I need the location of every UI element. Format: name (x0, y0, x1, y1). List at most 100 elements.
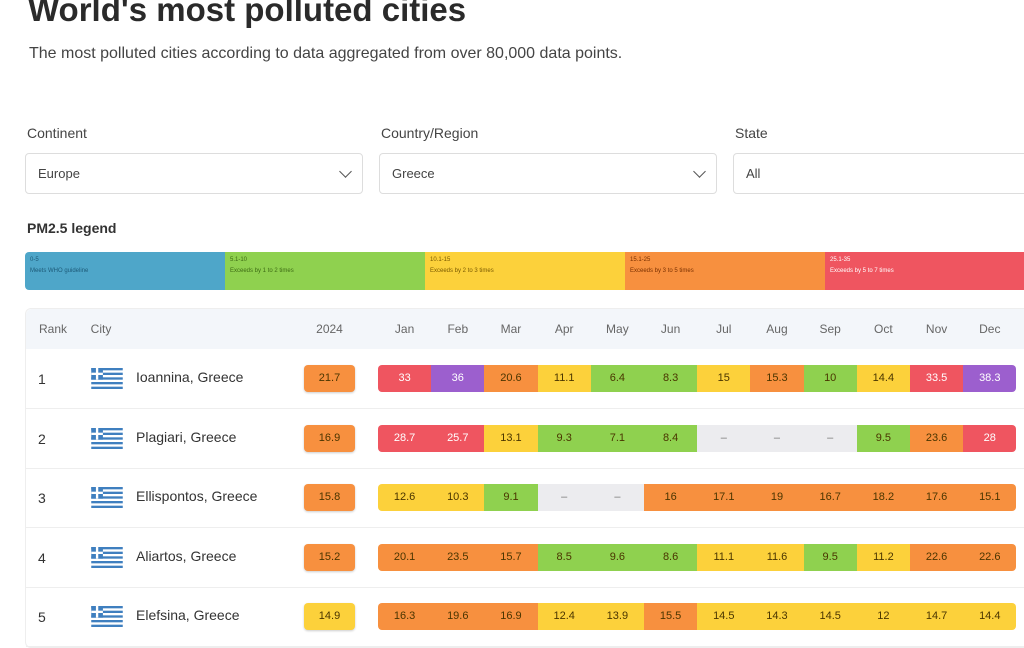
month-cell: 18.2 (856, 484, 910, 511)
header-month-aug[interactable]: Aug (766, 322, 788, 336)
month-cell: 12 (856, 603, 910, 630)
month-cell: 17.1 (697, 484, 751, 511)
header-month-apr[interactable]: Apr (554, 322, 574, 336)
legend-title: PM2.5 legend (27, 220, 117, 236)
month-cell: 14.5 (803, 603, 857, 630)
table-row[interactable]: 2 Plagiari, Greece 16.9 28.7 25.7 13.1 9.3 7.1 8… (26, 409, 1024, 469)
month-cell: 11.6 (750, 543, 804, 571)
month-cell: 9.5 (856, 424, 910, 452)
city-name[interactable]: Aliartos, Greece (136, 547, 237, 564)
legend-item: 5.1-10 Exceeds by 1 to 2 times (225, 252, 425, 290)
continent-label: Continent (27, 125, 87, 141)
month-cell: – (803, 424, 857, 452)
header-month-mar[interactable]: Mar (500, 322, 522, 336)
month-cell: 8.3 (644, 365, 698, 392)
city-name[interactable]: Ioannina, Greece (136, 369, 244, 385)
rank-cell: 1 (38, 371, 46, 387)
month-cell: – (590, 484, 644, 511)
legend-desc: Exceeds by 3 to 5 times (630, 268, 694, 274)
month-cell: 14.4 (856, 365, 910, 392)
pm25-legend: 0-5 Meets WHO guideline 5.1-10 Exceeds by 1… (25, 252, 1024, 290)
year-average-cell: 15.8 (304, 484, 355, 511)
month-cell: 22.6 (963, 543, 1017, 571)
month-cell: 23.6 (910, 424, 964, 452)
state-select[interactable]: All (733, 153, 1024, 194)
month-cell: 16 (644, 484, 698, 511)
city-name[interactable]: Plagiari, Greece (136, 428, 237, 445)
month-cell: 20.1 (378, 543, 432, 571)
country-select[interactable]: Greece (379, 153, 717, 194)
month-cell: 14.7 (910, 603, 964, 630)
month-cell: 33.5 (910, 365, 964, 392)
month-cell: 14.3 (750, 603, 804, 630)
legend-range: 15.1-25 (630, 257, 651, 263)
table-row[interactable]: 5 Elefsina, Greece 14.9 16.3 19.6 16.9 12.4 13.… (26, 587, 1024, 647)
month-cell: 11.2 (856, 543, 910, 571)
header-city[interactable]: City (90, 322, 112, 336)
rank-cell: 4 (38, 549, 46, 566)
month-cell: 36 (431, 365, 485, 392)
month-cell: 8.5 (537, 543, 591, 571)
month-cell: 33 (378, 365, 432, 392)
cities-table: Rank City 2024 Jan Feb Mar Apr May Jun Jul Aug S… (25, 308, 1024, 648)
greece-flag-icon (91, 368, 123, 389)
month-cell: 16.3 (378, 603, 432, 630)
header-month-nov[interactable]: Nov (925, 322, 948, 336)
city-name[interactable]: Elefsina, Greece (136, 607, 240, 623)
chevron-down-icon (693, 164, 706, 178)
legend-item: 15.1-25 Exceeds by 3 to 5 times (625, 252, 825, 290)
month-cell: 38.3 (963, 365, 1017, 392)
continent-select[interactable]: Europe (25, 153, 363, 194)
city-name[interactable]: Ellispontos, Greece (136, 488, 258, 504)
month-cell: 15.1 (963, 484, 1017, 511)
month-cell: 9.3 (537, 424, 591, 452)
year-average-cell: 21.7 (304, 365, 355, 392)
month-cell: 23.5 (431, 543, 485, 571)
month-cell: 28 (963, 424, 1017, 452)
state-label: State (735, 125, 768, 141)
legend-range: 10.1-15 (430, 257, 451, 263)
table-row[interactable]: 3 Ellispontos, Greece 15.8 12.6 10.3 9.1– –16 1… (26, 468, 1024, 528)
legend-item: 10.1-15 Exceeds by 2 to 3 times (425, 252, 625, 290)
header-month-oct[interactable]: Oct (874, 322, 893, 336)
page-subtitle: The most polluted cities according to da… (29, 45, 623, 62)
month-cell: 15 (697, 365, 751, 392)
month-cell: 11.1 (697, 543, 751, 571)
month-cell: – (537, 484, 591, 511)
month-cell: 17.6 (910, 484, 964, 511)
month-cell: 12.4 (537, 603, 591, 630)
header-rank[interactable]: Rank (38, 322, 67, 336)
greece-flag-icon (91, 427, 123, 449)
year-average-cell: 15.2 (304, 543, 355, 571)
month-cell: 13.1 (484, 424, 538, 452)
legend-desc: Exceeds by 5 to 7 times (830, 268, 894, 274)
legend-range: 25.1-35 (830, 257, 851, 263)
month-cell: – (750, 424, 804, 452)
rank-cell: 2 (38, 430, 46, 447)
country-label: Country/Region (381, 125, 479, 141)
month-cell: 22.6 (910, 543, 964, 571)
header-month-jun[interactable]: Jun (660, 322, 681, 336)
header-month-may[interactable]: May (606, 322, 629, 336)
header-month-sep[interactable]: Sep (819, 322, 841, 336)
header-month-dec[interactable]: Dec (979, 322, 1001, 336)
month-cell: 15.5 (644, 603, 698, 630)
continent-value: Europe (38, 166, 80, 181)
greece-flag-icon (91, 487, 123, 508)
header-month-jul[interactable]: Jul (716, 322, 732, 336)
month-cell: 16.9 (484, 603, 538, 630)
header-2024[interactable]: 2024 (316, 322, 343, 336)
table-row[interactable]: 1 Ioannina, Greece 21.7 33 36 20.6 11.1 6.4 8.3 1… (26, 349, 1024, 409)
table-header: Rank City 2024 Jan Feb Mar Apr May Jun Jul Aug S… (26, 309, 1024, 349)
table-row[interactable]: 4 Aliartos, Greece 15.2 20.1 23.5 15.7 8.5 9.6 8… (26, 528, 1024, 588)
legend-item: 25.1-35 Exceeds by 5 to 7 times (825, 252, 1024, 290)
legend-desc: Exceeds by 1 to 2 times (230, 268, 294, 274)
month-cell: 14.5 (697, 603, 751, 630)
month-cell: 19 (750, 484, 804, 511)
header-month-feb[interactable]: Feb (447, 322, 469, 336)
page-title: World's most polluted cities (28, 0, 467, 28)
header-month-jan[interactable]: Jan (394, 322, 415, 336)
month-cell: 11.1 (537, 365, 591, 392)
legend-desc: Exceeds by 2 to 3 times (430, 268, 494, 274)
month-cell: 14.4 (963, 603, 1017, 630)
